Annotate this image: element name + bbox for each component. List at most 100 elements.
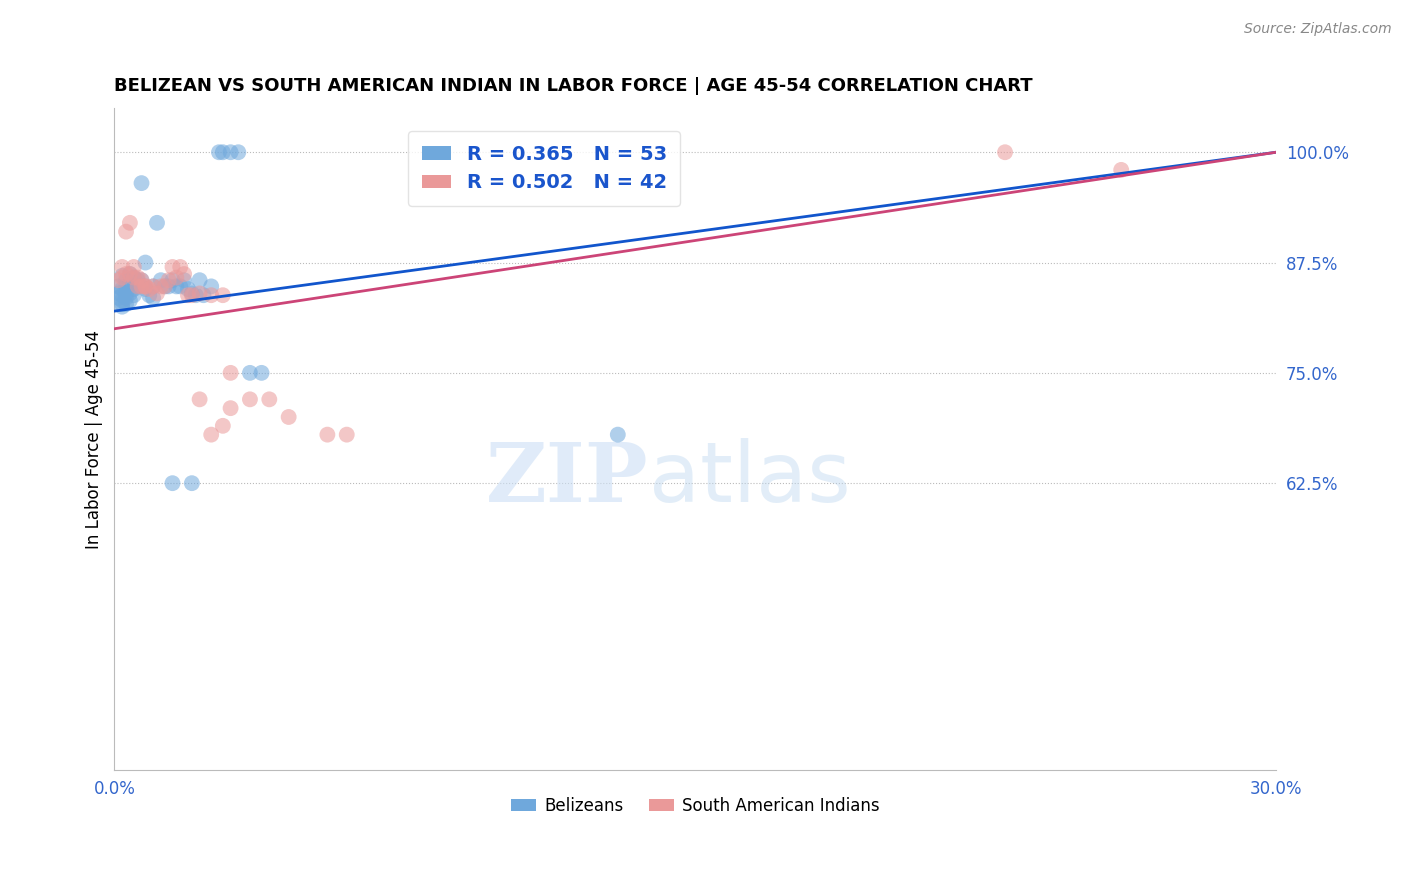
Point [1109,162,1132,177]
Point [131,273,153,287]
Point [142,279,165,293]
Point [169,279,191,293]
Point [134,279,156,293]
Point [118,286,141,301]
Point [149,279,172,293]
Point [134,282,156,296]
Point [111,260,134,274]
Point [111,270,134,285]
Point [127,270,149,285]
Point [211,288,233,302]
Point [111,300,134,314]
Point [277,409,299,424]
Point [131,273,153,287]
Point [115,286,138,301]
Point [219,145,242,160]
Point [228,145,250,160]
Point [336,427,359,442]
Point [165,279,187,293]
Text: ZIP: ZIP [486,439,648,519]
Point [316,427,339,442]
Point [211,145,233,160]
Point [134,279,156,293]
Point [122,288,145,302]
Point [127,279,149,293]
Point [239,366,262,380]
Point [107,273,129,287]
Point [162,476,184,491]
Point [127,279,149,293]
Point [115,297,138,311]
Point [118,293,141,308]
Point [142,291,165,305]
Point [122,282,145,296]
Point [107,286,129,301]
Point [134,255,156,269]
Text: Source: ZipAtlas.com: Source: ZipAtlas.com [1244,22,1392,37]
Y-axis label: In Labor Force | Age 45-54: In Labor Force | Age 45-54 [86,329,103,549]
Point [153,279,176,293]
Point [169,260,191,274]
Point [157,279,180,293]
Point [219,401,242,416]
Legend: Belizeans, South American Indians: Belizeans, South American Indians [505,790,886,822]
Point [153,279,176,293]
Point [115,225,138,239]
Point [157,273,180,287]
Point [173,273,195,287]
Point [165,270,187,285]
Point [994,145,1017,160]
Point [177,282,200,296]
Point [138,282,160,296]
Point [162,260,184,274]
Point [200,279,222,293]
Point [111,293,134,308]
Point [118,216,141,230]
Point [162,273,184,287]
Point [259,392,281,407]
Point [200,427,222,442]
Point [146,216,169,230]
Point [200,288,222,302]
Point [131,279,153,293]
Point [180,288,202,302]
Point [122,270,145,285]
Text: atlas: atlas [648,438,851,519]
Point [219,366,242,380]
Point [118,267,141,281]
Point [111,268,134,283]
Point [122,270,145,285]
Point [107,291,129,305]
Point [193,288,215,302]
Point [131,176,153,190]
Point [188,286,211,301]
Point [208,145,231,160]
Point [606,427,628,442]
Point [115,291,138,305]
Point [127,273,149,287]
Point [184,288,207,302]
Point [111,282,134,296]
Point [250,366,273,380]
Point [115,267,138,281]
Point [239,392,262,407]
Point [180,476,202,491]
Point [115,279,138,293]
Point [177,288,200,302]
Point [146,286,169,301]
Point [142,279,165,293]
Point [118,267,141,281]
Point [111,297,134,311]
Point [188,273,211,287]
Point [180,286,202,301]
Point [188,392,211,407]
Point [107,279,129,293]
Point [138,288,160,302]
Point [111,288,134,302]
Point [211,418,233,433]
Point [173,267,195,281]
Point [149,273,172,287]
Text: BELIZEAN VS SOUTH AMERICAN INDIAN IN LABOR FORCE | AGE 45-54 CORRELATION CHART: BELIZEAN VS SOUTH AMERICAN INDIAN IN LAB… [114,78,1033,95]
Point [122,260,145,274]
Point [115,273,138,287]
